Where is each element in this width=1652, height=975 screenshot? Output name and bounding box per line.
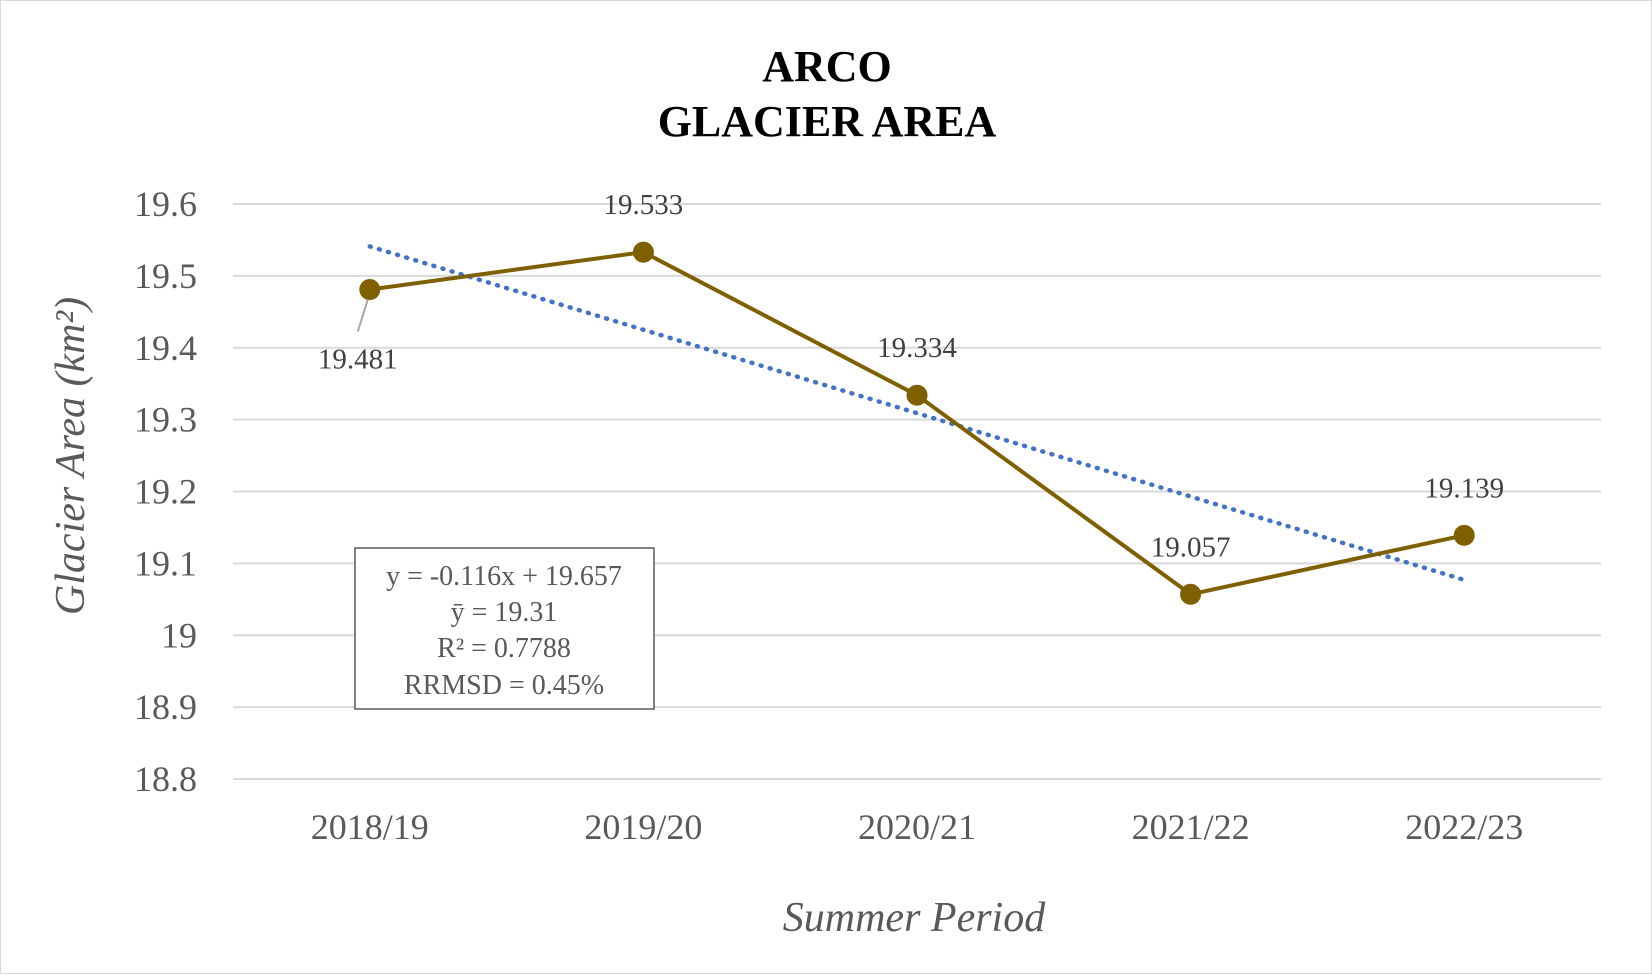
data-label: 19.334 [877,332,957,364]
stats-box: y = -0.116x + 19.657 ȳ = 19.31 R² = 0.77… [354,547,655,710]
leader-line [356,299,369,332]
chart-title-line2: GLACIER AREA [658,97,997,146]
data-label: 19.139 [1424,472,1504,504]
y-tick-label: 19.3 [134,400,197,440]
stats-r2: R² = 0.7788 [437,633,571,664]
y-tick-label: 19.1 [134,543,197,583]
chart-title-line1: ARCO [762,42,892,91]
y-tick-label: 19.5 [134,256,197,296]
y-tick-label: 19.6 [134,184,197,224]
stats-mean: ȳ = 19.31 [451,597,558,628]
x-tick-label: 2022/23 [1405,807,1523,847]
x-tick-label: 2020/21 [858,807,976,847]
stats-rrmsd: RRMSD = 0.45% [404,670,604,701]
x-axis-title: Summer Period [783,895,1046,941]
stats-box-border [354,547,655,710]
y-tick-label: 19 [161,615,197,655]
series-layer [359,241,1475,605]
y-axis-ticks: 19.6 19.5 19.4 19.3 19.2 19.1 19 18.9 18.8 [134,184,197,799]
trendline [367,244,1467,583]
x-tick-label: 2021/22 [1132,807,1250,847]
stats-equation: y = -0.116x + 19.657 [386,561,622,592]
y-tick-label: 18.8 [134,759,197,799]
data-point [906,384,928,406]
data-point [1180,583,1202,605]
y-tick-label: 19.2 [134,472,197,512]
data-point [359,279,381,301]
y-tick-label: 19.4 [134,328,197,368]
x-axis-ticks: 2018/19 2019/20 2020/21 2021/22 2022/23 [311,807,1523,847]
data-label: 19.057 [1151,531,1231,563]
y-tick-label: 18.9 [134,687,197,727]
data-label: 19.533 [604,189,684,221]
data-labels: 19.481 19.533 19.334 19.057 19.139 [318,189,1504,563]
data-label: 19.481 [318,344,398,376]
x-tick-label: 2019/20 [584,807,702,847]
data-point [632,241,654,263]
x-tick-label: 2018/19 [311,807,429,847]
data-point [1453,524,1475,546]
trendline-layer [367,244,1467,583]
y-axis-title: Glacier Area (km²) [48,297,94,615]
series-line [369,250,1465,597]
